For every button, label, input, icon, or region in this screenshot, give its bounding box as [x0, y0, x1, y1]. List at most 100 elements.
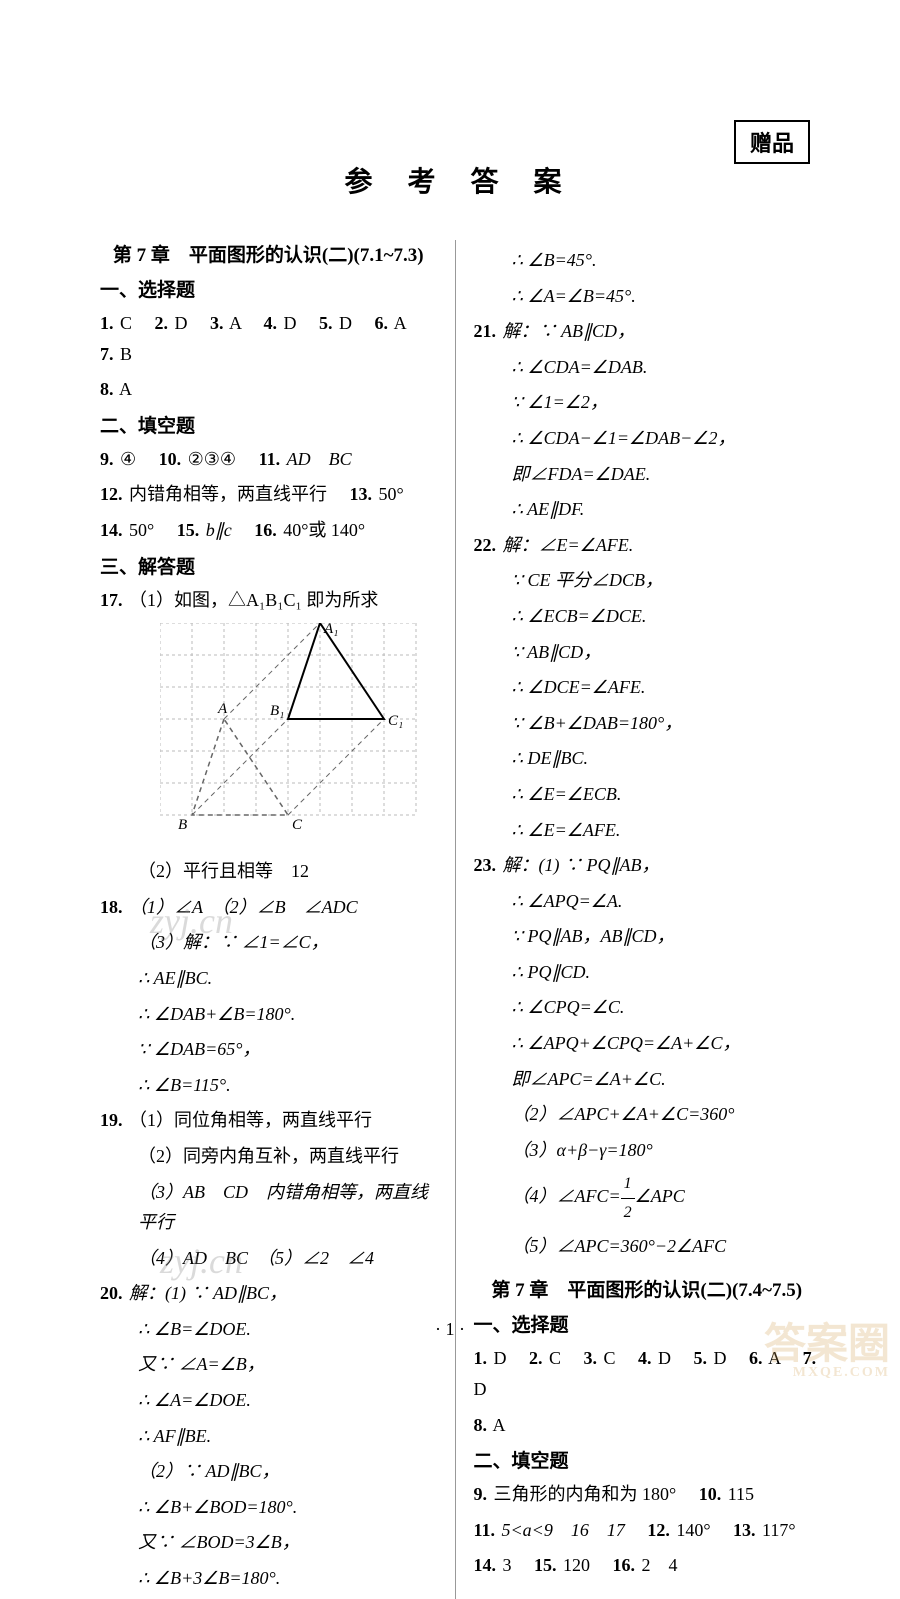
c2a9: 三角形的内角和为 180°: [494, 1484, 677, 1504]
q14-num: 14.: [100, 520, 123, 540]
q11-ans: AD BC: [287, 449, 352, 469]
svg-text:A: A: [217, 701, 228, 717]
q21-a: 21. 解：∵ AB∥CD，: [474, 316, 821, 347]
q4-num: 4.: [264, 313, 278, 333]
answers-row-2: 8. A: [100, 374, 437, 405]
q17-line1: 17. （1）如图，△A₁B₁C₁ 即为所求: [100, 585, 437, 616]
q13-num: 13.: [350, 484, 373, 504]
answers-row-1: 1. C 2. D 3. A 4. D 5. D 6. A 7. B: [100, 308, 437, 369]
c2-q9-10: 9. 三角形的内角和为 180° 10. 115: [474, 1479, 821, 1510]
chapter2-title: 第 7 章 平面图形的认识(二)(7.4~7.5): [474, 1275, 821, 1302]
fraction-half: 12: [621, 1170, 635, 1225]
q20-num: 20.: [100, 1283, 123, 1303]
q1-num: 1.: [100, 313, 114, 333]
r23-4: （4）∠AFC=12∠APC: [474, 1170, 821, 1225]
q4-ans: D: [284, 313, 297, 333]
r21-f: ∴ AE∥DF.: [474, 494, 821, 525]
q20-i: ∴ ∠B+3∠B=180°.: [100, 1563, 437, 1594]
c2a15: 120: [563, 1555, 590, 1575]
section-fill: 二、填空题: [100, 411, 437, 438]
q17-line2: （2）平行且相等 12: [100, 856, 437, 887]
c2q5: 5.: [694, 1348, 708, 1368]
q17-diagram: ABCA₁B₁C₁: [160, 623, 437, 848]
r21-e: 即∠FDA=∠DAE.: [474, 459, 821, 490]
q14-16-row: 14. 50° 15. b∥c 16. 40°或 140°: [100, 515, 437, 546]
q6-ans: A: [394, 313, 406, 333]
q2-ans: D: [175, 313, 188, 333]
q21-num: 21.: [474, 321, 497, 341]
gift-badge: 赠品: [734, 120, 810, 164]
r20-k: ∴ ∠A=∠B=45°.: [474, 281, 821, 312]
right-column: ∴ ∠B=45°. ∴ ∠A=∠B=45°. 21. 解：∵ AB∥CD， ∴ …: [456, 240, 821, 1599]
q20-g: ∴ ∠B+∠BOD=180°.: [100, 1492, 437, 1523]
c2a8: A: [493, 1415, 506, 1435]
q18-3b: ∴ AE∥BC.: [100, 963, 437, 994]
c2-answers-row-2: 8. A: [474, 1410, 821, 1441]
q16-num: 16.: [254, 520, 277, 540]
c2a1: D: [494, 1348, 507, 1368]
q6-num: 6.: [375, 313, 389, 333]
c2q16: 16.: [613, 1555, 636, 1575]
q17-text1: （1）如图，△A₁B₁C₁ 即为所求: [129, 590, 378, 610]
r21-b: ∴ ∠CDA=∠DAB.: [474, 352, 821, 383]
r23-e: ∴ ∠CPQ=∠C.: [474, 992, 821, 1023]
svg-text:C₁: C₁: [388, 713, 403, 729]
c2q3: 3.: [584, 1348, 598, 1368]
svg-text:B: B: [178, 817, 187, 833]
q18-text1: （1）∠A （2）∠B ∠ADC: [129, 897, 358, 917]
q19-num: 19.: [100, 1110, 123, 1130]
q17-num: 17.: [100, 590, 123, 610]
r23-g: 即∠APC=∠A+∠C.: [474, 1064, 821, 1095]
r21-a: 解：∵ AB∥CD，: [503, 321, 636, 341]
r21-d: ∴ ∠CDA−∠1=∠DAB−∠2，: [474, 423, 821, 454]
q18-3d: ∵ ∠DAB=65°，: [100, 1034, 437, 1065]
r23-a: 解：(1) ∵ PQ∥AB，: [503, 855, 660, 875]
q9-num: 9.: [100, 449, 114, 469]
section-choice: 一、选择题: [100, 275, 437, 302]
left-column: 第 7 章 平面图形的认识(二)(7.1~7.3) 一、选择题 1. C 2. …: [100, 240, 455, 1599]
q19-4: （4）AD BC （5）∠2 ∠4: [100, 1243, 437, 1274]
r22-f: ∵ ∠B+∠DAB=180°，: [474, 708, 821, 739]
q18-line1: 18. （1）∠A （2）∠B ∠ADC: [100, 892, 437, 923]
q9-ans: ④: [120, 449, 136, 469]
q1-ans: C: [120, 313, 132, 333]
q22-num: 22.: [474, 535, 497, 555]
c2q13: 13.: [733, 1520, 756, 1540]
q9-11-row: 9. ④ 10. ②③④ 11. AD BC: [100, 444, 437, 475]
c2q8: 8.: [474, 1415, 488, 1435]
c2a16: 2 4: [642, 1555, 678, 1575]
c2a2: C: [549, 1348, 561, 1368]
q18-3e: ∴ ∠B=115°.: [100, 1070, 437, 1101]
page-container: 赠品 参 考 答 案 第 7 章 平面图形的认识(二)(7.1~7.3) 一、选…: [0, 0, 900, 1390]
q13-ans: 50°: [379, 484, 404, 504]
q20-f: （2）∵ AD∥BC，: [100, 1456, 437, 1487]
q12-ans: 内错角相等，两直线平行: [129, 484, 327, 504]
q5-num: 5.: [319, 313, 333, 333]
r23-c: ∵ PQ∥AB，AB∥CD，: [474, 921, 821, 952]
chapter1-title: 第 7 章 平面图形的认识(二)(7.1~7.3): [100, 240, 437, 267]
page-number: · 1 ·: [435, 1319, 465, 1340]
q19-2: （2）同旁内角互补，两直线平行: [100, 1141, 437, 1172]
c2a10: 115: [728, 1484, 754, 1504]
q12-13-row: 12. 内错角相等，两直线平行 13. 50°: [100, 479, 437, 510]
q5-ans: D: [339, 313, 352, 333]
wm-sub: MXQE.COM: [764, 1366, 890, 1380]
q7-num: 7.: [100, 344, 114, 364]
c2q10: 10.: [699, 1484, 722, 1504]
r23-4a: （4）∠AFC=: [512, 1186, 621, 1206]
q23-num: 23.: [474, 855, 497, 875]
q12-num: 12.: [100, 484, 123, 504]
r22-c: ∴ ∠ECB=∠DCE.: [474, 601, 821, 632]
c2q9: 9.: [474, 1484, 488, 1504]
c2a5: D: [714, 1348, 727, 1368]
q20-e: ∴ AF∥BE.: [100, 1421, 437, 1452]
wm-main: 答案圈: [764, 1322, 890, 1368]
q16-ans: 40°或 140°: [283, 520, 365, 540]
c2-q14-16: 14. 3 15. 120 16. 2 4: [474, 1550, 821, 1581]
c2q4: 4.: [638, 1348, 652, 1368]
q8-num: 8.: [100, 379, 114, 399]
c2a13: 117°: [762, 1520, 796, 1540]
q11-num: 11.: [259, 449, 281, 469]
q15-num: 15.: [177, 520, 200, 540]
q22-a: 22. 解：∠E=∠AFE.: [474, 530, 821, 561]
